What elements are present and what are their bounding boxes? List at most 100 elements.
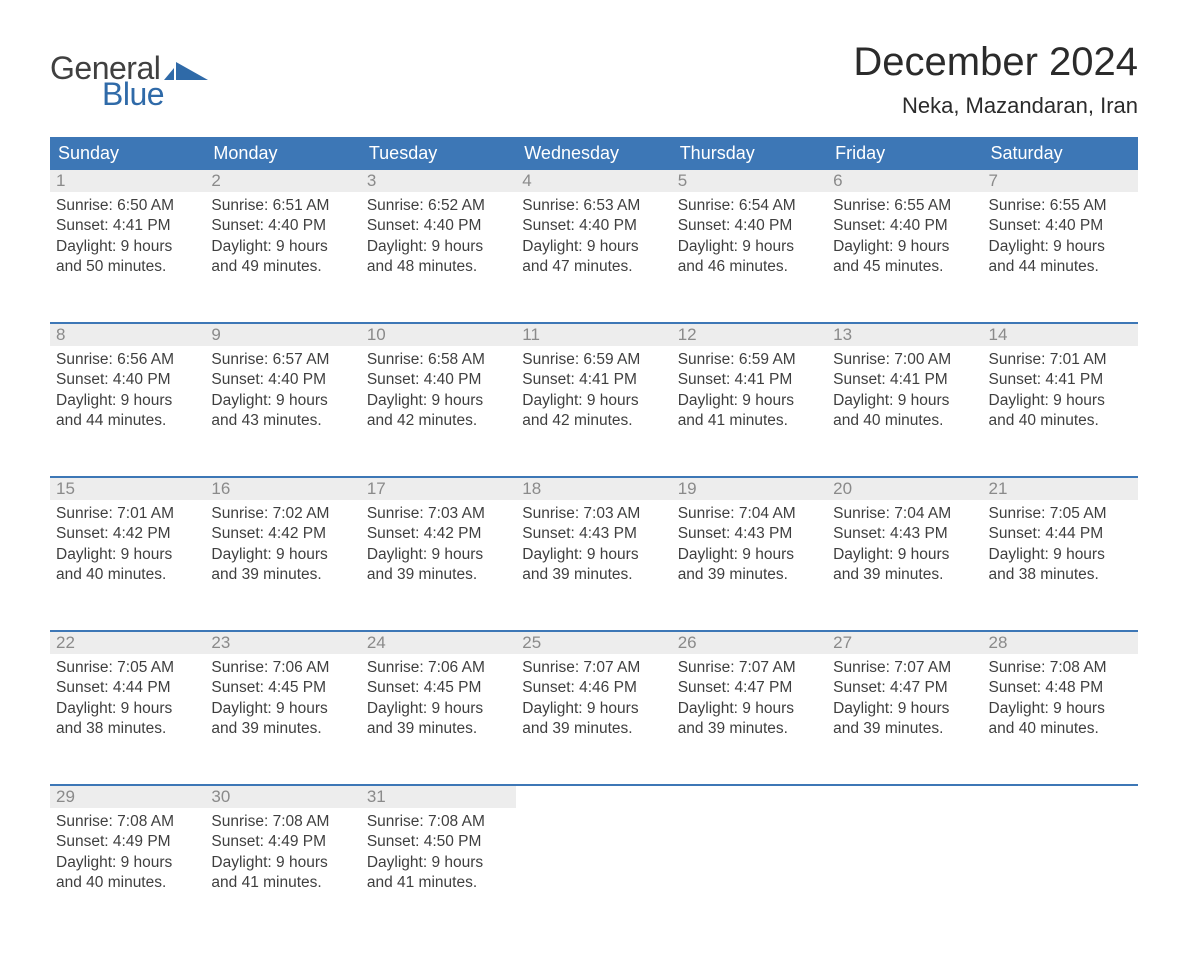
- day-number-row: 18: [516, 478, 671, 500]
- sunset-text: Sunset: 4:43 PM: [833, 524, 976, 544]
- logo-text-blue: Blue: [102, 78, 208, 110]
- daylight-text: and 42 minutes.: [367, 411, 510, 431]
- day-details: Sunrise: 6:54 AMSunset: 4:40 PMDaylight:…: [672, 192, 827, 282]
- weekday-header: Sunday: [50, 137, 205, 170]
- day-details: Sunrise: 7:03 AMSunset: 4:42 PMDaylight:…: [361, 500, 516, 590]
- day-number-row: 30: [205, 786, 360, 808]
- day-number-row: 21: [983, 478, 1138, 500]
- sunset-text: Sunset: 4:40 PM: [367, 216, 510, 236]
- day-details: Sunrise: 7:02 AMSunset: 4:42 PMDaylight:…: [205, 500, 360, 590]
- daylight-text: and 41 minutes.: [211, 873, 354, 893]
- calendar-week: 15Sunrise: 7:01 AMSunset: 4:42 PMDayligh…: [50, 476, 1138, 618]
- day-number-row: 26: [672, 632, 827, 654]
- day-number: 31: [367, 787, 386, 806]
- calendar-day: 29Sunrise: 7:08 AMSunset: 4:49 PMDayligh…: [50, 786, 205, 926]
- title-block: December 2024 Neka, Mazandaran, Iran: [853, 40, 1138, 119]
- sunset-text: Sunset: 4:43 PM: [522, 524, 665, 544]
- day-number-row: 1: [50, 170, 205, 192]
- daylight-text: Daylight: 9 hours: [833, 545, 976, 565]
- weekday-header: Wednesday: [516, 137, 671, 170]
- sunset-text: Sunset: 4:45 PM: [367, 678, 510, 698]
- day-details: Sunrise: 6:58 AMSunset: 4:40 PMDaylight:…: [361, 346, 516, 436]
- day-number-row: 29: [50, 786, 205, 808]
- daylight-text: Daylight: 9 hours: [989, 237, 1132, 257]
- daylight-text: Daylight: 9 hours: [56, 699, 199, 719]
- sunrise-text: Sunrise: 6:59 AM: [678, 350, 821, 370]
- calendar-day: 19 Sunrise: 7:04 AMSunset: 4:43 PMDayligh…: [672, 478, 827, 618]
- sunset-text: Sunset: 4:41 PM: [56, 216, 199, 236]
- sunset-text: Sunset: 4:43 PM: [678, 524, 821, 544]
- sunset-text: Sunset: 4:44 PM: [989, 524, 1132, 544]
- calendar-day: 31Sunrise: 7:08 AMSunset: 4:50 PMDayligh…: [361, 786, 516, 926]
- day-number: 9: [211, 325, 220, 344]
- sunrise-text: Sunrise: 7:00 AM: [833, 350, 976, 370]
- day-number: 17: [367, 479, 386, 498]
- sunrise-text: Sunrise: 6:55 AM: [833, 196, 976, 216]
- day-details: Sunrise: 7:08 AMSunset: 4:49 PMDaylight:…: [50, 808, 205, 898]
- calendar-day: 18Sunrise: 7:03 AMSunset: 4:43 PMDayligh…: [516, 478, 671, 618]
- sunrise-text: Sunrise: 6:54 AM: [678, 196, 821, 216]
- calendar-day: [827, 786, 982, 926]
- calendar-day: 21Sunrise: 7:05 AMSunset: 4:44 PMDayligh…: [983, 478, 1138, 618]
- weekday-header: Friday: [827, 137, 982, 170]
- day-details: Sunrise: 7:01 AMSunset: 4:41 PMDaylight:…: [983, 346, 1138, 436]
- daylight-text: Daylight: 9 hours: [56, 545, 199, 565]
- sunset-text: Sunset: 4:41 PM: [678, 370, 821, 390]
- daylight-text: and 41 minutes.: [367, 873, 510, 893]
- daylight-text: Daylight: 9 hours: [367, 237, 510, 257]
- day-details: Sunrise: 7:07 AMSunset: 4:47 PMDaylight:…: [827, 654, 982, 744]
- day-number: 25: [522, 633, 541, 652]
- sunrise-text: Sunrise: 7:03 AM: [367, 504, 510, 524]
- sunrise-text: Sunrise: 6:52 AM: [367, 196, 510, 216]
- day-details: Sunrise: 6:59 AMSunset: 4:41 PMDaylight:…: [672, 346, 827, 436]
- week-spacer: [50, 464, 1138, 476]
- weekday-header-row: Sunday Monday Tuesday Wednesday Thursday…: [50, 137, 1138, 170]
- sunrise-text: Sunrise: 7:05 AM: [56, 658, 199, 678]
- day-number: 6: [833, 171, 842, 190]
- sunset-text: Sunset: 4:47 PM: [678, 678, 821, 698]
- week-spacer: [50, 618, 1138, 630]
- calendar-day: 8Sunrise: 6:56 AMSunset: 4:40 PMDaylight…: [50, 324, 205, 464]
- daylight-text: Daylight: 9 hours: [367, 391, 510, 411]
- day-number-row: 7: [983, 170, 1138, 192]
- day-number-row: 24: [361, 632, 516, 654]
- day-number: 13: [833, 325, 852, 344]
- calendar-day: 7Sunrise: 6:55 AMSunset: 4:40 PMDaylight…: [983, 170, 1138, 310]
- day-number-row: 16: [205, 478, 360, 500]
- weeks-container: 1Sunrise: 6:50 AMSunset: 4:41 PMDaylight…: [50, 170, 1138, 926]
- daylight-text: Daylight: 9 hours: [211, 545, 354, 565]
- calendar-day: 28Sunrise: 7:08 AMSunset: 4:48 PMDayligh…: [983, 632, 1138, 772]
- daylight-text: and 39 minutes.: [522, 719, 665, 739]
- calendar-day: 14Sunrise: 7:01 AMSunset: 4:41 PMDayligh…: [983, 324, 1138, 464]
- day-number-row: 6: [827, 170, 982, 192]
- day-number: 19: [678, 479, 697, 498]
- calendar-week: 22Sunrise: 7:05 AMSunset: 4:44 PMDayligh…: [50, 630, 1138, 772]
- day-details: Sunrise: 7:04 AMSunset: 4:43 PMDaylight:…: [672, 500, 827, 590]
- calendar-day: 3Sunrise: 6:52 AMSunset: 4:40 PMDaylight…: [361, 170, 516, 310]
- sunrise-text: Sunrise: 7:03 AM: [522, 504, 665, 524]
- daylight-text: Daylight: 9 hours: [56, 237, 199, 257]
- day-details: Sunrise: 6:50 AMSunset: 4:41 PMDaylight:…: [50, 192, 205, 282]
- daylight-text: and 40 minutes.: [989, 719, 1132, 739]
- daylight-text: and 39 minutes.: [678, 565, 821, 585]
- day-number-row: 19: [672, 478, 827, 500]
- sunrise-text: Sunrise: 6:59 AM: [522, 350, 665, 370]
- daylight-text: Daylight: 9 hours: [56, 391, 199, 411]
- calendar-day: 30Sunrise: 7:08 AMSunset: 4:49 PMDayligh…: [205, 786, 360, 926]
- daylight-text: and 38 minutes.: [56, 719, 199, 739]
- daylight-text: and 40 minutes.: [56, 565, 199, 585]
- calendar-day: 9Sunrise: 6:57 AMSunset: 4:40 PMDaylight…: [205, 324, 360, 464]
- day-details: Sunrise: 7:06 AMSunset: 4:45 PMDaylight:…: [361, 654, 516, 744]
- daylight-text: Daylight: 9 hours: [211, 237, 354, 257]
- calendar-day: 22Sunrise: 7:05 AMSunset: 4:44 PMDayligh…: [50, 632, 205, 772]
- sunset-text: Sunset: 4:42 PM: [367, 524, 510, 544]
- daylight-text: and 42 minutes.: [522, 411, 665, 431]
- weekday-header: Tuesday: [361, 137, 516, 170]
- daylight-text: and 39 minutes.: [367, 565, 510, 585]
- day-number-row: 15: [50, 478, 205, 500]
- day-number-row: 4: [516, 170, 671, 192]
- calendar-day: 24Sunrise: 7:06 AMSunset: 4:45 PMDayligh…: [361, 632, 516, 772]
- day-number-row: 28: [983, 632, 1138, 654]
- day-details: Sunrise: 7:01 AMSunset: 4:42 PMDaylight:…: [50, 500, 205, 590]
- daylight-text: and 46 minutes.: [678, 257, 821, 277]
